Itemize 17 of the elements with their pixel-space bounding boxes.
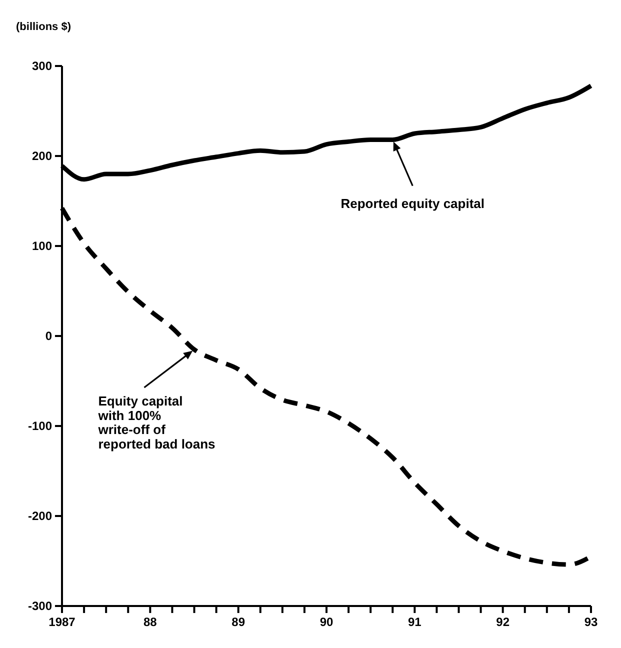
y-tick-label: 300 bbox=[32, 59, 52, 74]
annotation: Reported equity capital bbox=[340, 196, 484, 211]
y-tick-label: -100 bbox=[28, 419, 52, 434]
y-axis-title: (billions $) bbox=[16, 21, 72, 33]
x-tick-label: 88 bbox=[143, 615, 158, 629]
y-tick-label: -200 bbox=[28, 509, 52, 524]
y-tick-label: 100 bbox=[32, 239, 52, 254]
x-tick-label: 92 bbox=[496, 615, 510, 629]
annotation: Equity capital with 100% write-off of reported bad loans bbox=[97, 394, 216, 452]
y-tick-label: -300 bbox=[28, 599, 52, 614]
x-tick-label: 93 bbox=[584, 615, 598, 629]
x-tick-label: 90 bbox=[320, 615, 334, 629]
x-tick-label: 91 bbox=[408, 615, 422, 629]
y-tick-label: 200 bbox=[32, 149, 52, 164]
x-tick-label: 89 bbox=[232, 615, 246, 629]
x-tick-label: 1987 bbox=[48, 615, 76, 629]
y-tick-label: 0 bbox=[45, 329, 52, 344]
